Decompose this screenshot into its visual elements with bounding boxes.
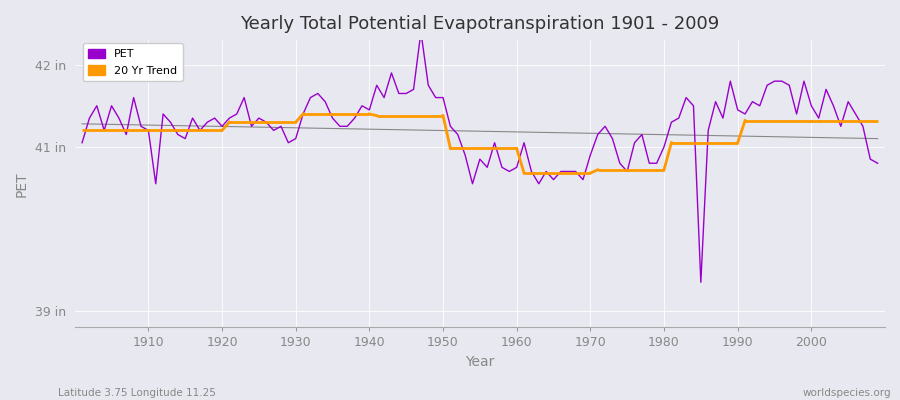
X-axis label: Year: Year [465,355,494,369]
Title: Yearly Total Potential Evapotranspiration 1901 - 2009: Yearly Total Potential Evapotranspiratio… [240,15,719,33]
Text: Latitude 3.75 Longitude 11.25: Latitude 3.75 Longitude 11.25 [58,388,216,398]
Text: worldspecies.org: worldspecies.org [803,388,891,398]
Legend: PET, 20 Yr Trend: PET, 20 Yr Trend [83,43,183,81]
Y-axis label: PET: PET [15,171,29,196]
